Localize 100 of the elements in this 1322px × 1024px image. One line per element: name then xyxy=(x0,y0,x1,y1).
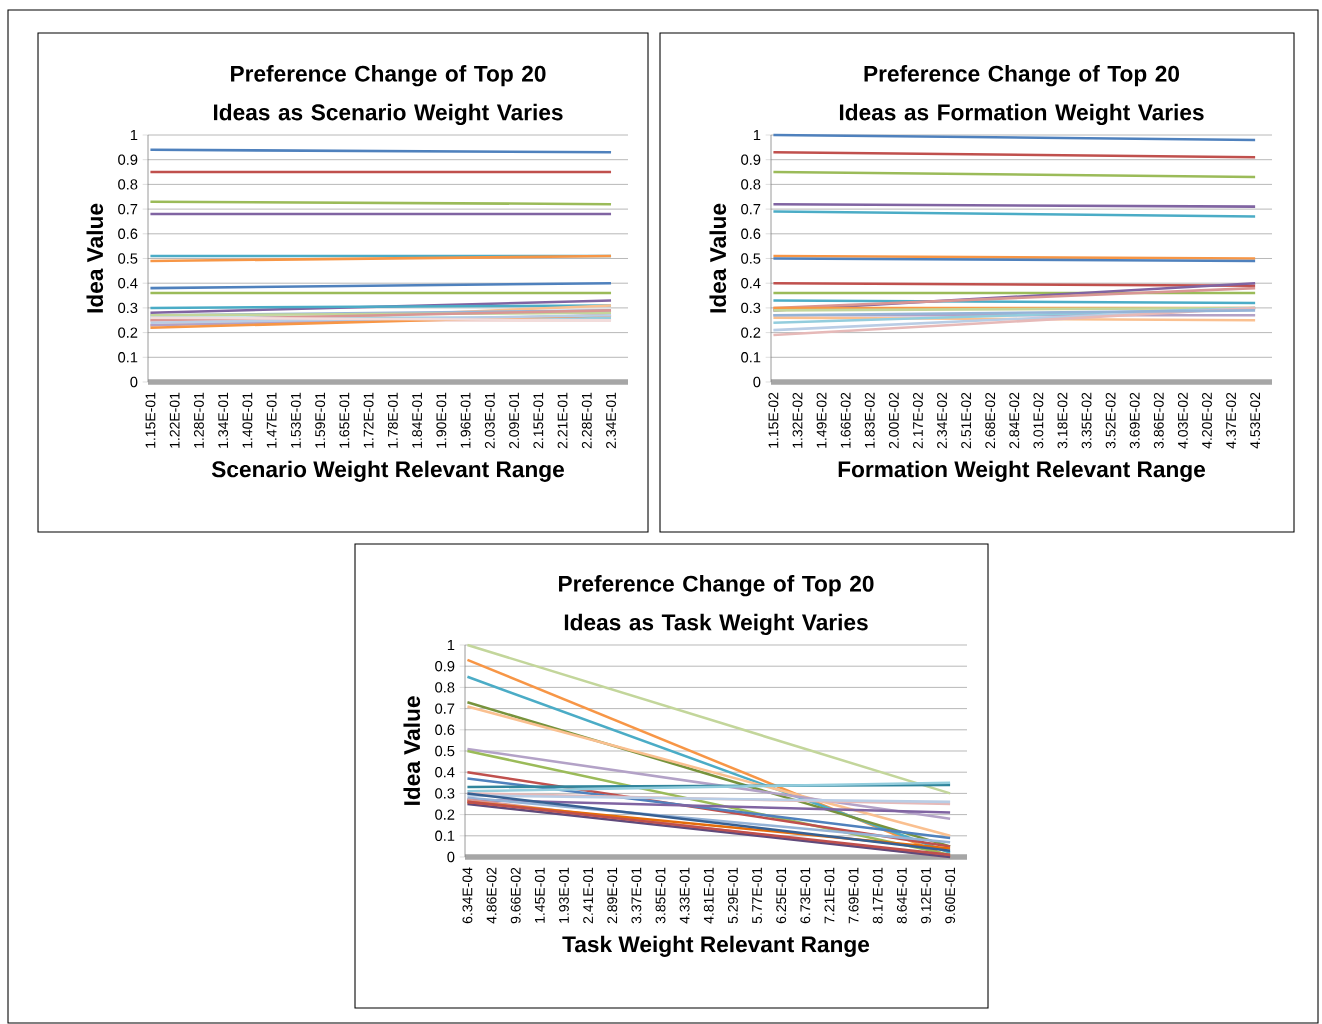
x-tick-label: 1.84E-01 xyxy=(412,392,423,448)
x-tick-label: 4.33E-01 xyxy=(679,867,690,924)
y-tick-label: 0.6 xyxy=(741,228,761,239)
y-tick-label: 0.5 xyxy=(741,253,761,264)
x-tick-label: 8.17E-01 xyxy=(872,867,883,924)
y-tick-label: 0.9 xyxy=(741,154,761,165)
y-tick-label: 0.8 xyxy=(741,179,761,190)
x-tick-label: 1.47E-01 xyxy=(266,392,277,448)
y-tick-label: 0.3 xyxy=(435,788,455,799)
y-tick-label: 0.1 xyxy=(118,352,138,363)
x-tick-label: 4.37E-02 xyxy=(1226,392,1237,449)
x-tick-label: 1.72E-01 xyxy=(363,392,374,448)
x-tick-label: 4.81E-01 xyxy=(703,867,714,924)
x-tick-label: 3.18E-02 xyxy=(1057,392,1068,449)
chart-title: Preference Change of Top 20 Ideas as Formation Weight Varies xyxy=(839,65,1204,125)
x-tick-label: 9.66E-02 xyxy=(510,867,521,924)
y-tick-label: 0.3 xyxy=(118,302,138,314)
x-tick-label: 2.15E-01 xyxy=(533,392,544,449)
x-axis-title: Scenario Weight Relevant Range xyxy=(211,460,564,482)
y-tick-label: 0.9 xyxy=(118,154,138,165)
x-axis-title: Task Weight Relevant Range xyxy=(562,935,870,957)
x-tick-label: 3.37E-01 xyxy=(631,867,642,924)
x-tick-label: 1.83E-02 xyxy=(864,392,875,448)
y-tick-label: 0 xyxy=(753,376,761,388)
y-tick-label: 0.2 xyxy=(435,809,455,820)
y-tick-label: 0.7 xyxy=(435,703,455,714)
y-tick-label: 0.4 xyxy=(741,278,761,289)
x-tick-label: 3.35E-02 xyxy=(1081,392,1092,449)
x-tick-label: 6.25E-01 xyxy=(776,867,787,924)
y-tick-label: 1 xyxy=(447,639,455,651)
x-tick-label: 2.34E-01 xyxy=(606,392,616,449)
x-tick-label: 2.03E-01 xyxy=(484,392,495,449)
x-tick-label: 2.84E-02 xyxy=(1009,392,1020,449)
y-tick-label: 0.8 xyxy=(118,179,138,190)
x-tick-label: 1.45E-01 xyxy=(534,867,545,923)
x-tick-label: 1.65E-01 xyxy=(339,392,350,448)
x-tick-label: 9.12E-01 xyxy=(921,867,931,924)
x-tick-label: 2.09E-01 xyxy=(509,392,520,449)
y-tick-label: 1 xyxy=(130,129,138,141)
x-tick-label: 3.85E-01 xyxy=(655,867,666,924)
y-tick-label: 0 xyxy=(130,376,138,388)
x-tick-label: 3.69E-02 xyxy=(1129,392,1140,449)
x-tick-label: 8.64E-01 xyxy=(896,867,907,924)
x-tick-label: 1.34E-01 xyxy=(218,392,229,448)
x-tick-label: 5.29E-01 xyxy=(727,867,738,924)
x-tick-label: 4.20E-02 xyxy=(1202,392,1212,449)
y-tick-label: 1 xyxy=(753,129,761,141)
x-tick-label: 2.68E-02 xyxy=(985,392,996,449)
y-tick-label: 0.5 xyxy=(118,253,138,264)
y-axis-title: Idea Value xyxy=(709,203,727,313)
y-tick-label: 0.1 xyxy=(741,352,761,363)
x-tick-label: 7.21E-01 xyxy=(824,867,835,924)
x-tick-label: 2.51E-02 xyxy=(961,392,972,449)
x-tick-label: 1.93E-01 xyxy=(559,867,569,923)
x-tick-label: 1.66E-02 xyxy=(840,392,851,448)
x-tick-label: 4.03E-02 xyxy=(1177,392,1188,449)
x-tick-label: 2.00E-02 xyxy=(888,392,899,449)
x-axis-title: Formation Weight Relevant Range xyxy=(838,460,1206,482)
y-tick-label: 0.3 xyxy=(741,302,761,314)
x-tick-label: 9.60E-01 xyxy=(945,867,956,924)
y-tick-label: 0.4 xyxy=(118,278,138,289)
y-axis-title: Idea Value xyxy=(403,696,421,805)
y-tick-label: 0.4 xyxy=(435,767,455,778)
x-tick-label: 3.52E-02 xyxy=(1105,392,1116,449)
y-tick-label: 0.2 xyxy=(118,327,138,338)
chart-title: Preference Change of Top 20 Ideas as Scenario Weight Varies xyxy=(213,65,563,125)
x-tick-label: 3.86E-02 xyxy=(1153,392,1164,449)
y-tick-label: 0.8 xyxy=(435,682,455,693)
y-tick-label: 0.2 xyxy=(741,327,761,338)
y-tick-label: 0 xyxy=(447,851,455,863)
y-tick-label: 0.6 xyxy=(118,228,138,239)
y-tick-label: 0.7 xyxy=(118,203,138,215)
x-tick-label: 1.32E-02 xyxy=(792,392,803,448)
x-tick-label: 2.89E-01 xyxy=(607,867,618,924)
x-tick-label: 5.77E-01 xyxy=(752,867,762,924)
x-tick-label: 6.34E-04 xyxy=(462,867,473,924)
x-tick-label: 1.59E-01 xyxy=(315,392,326,448)
x-tick-label: 7.69E-01 xyxy=(848,867,859,924)
x-tick-label: 1.22E-01 xyxy=(169,392,180,448)
x-tick-label: 2.34E-02 xyxy=(937,392,947,449)
y-tick-label: 0.5 xyxy=(435,745,455,757)
x-tick-label: 1.78E-01 xyxy=(387,392,398,448)
x-tick-label: 4.53E-02 xyxy=(1250,392,1261,449)
x-tick-label: 1.53E-01 xyxy=(290,392,301,448)
x-tick-label: 1.40E-01 xyxy=(242,392,253,448)
x-tick-label: 4.86E-02 xyxy=(486,867,497,924)
x-tick-label: 1.49E-02 xyxy=(816,392,827,448)
x-tick-label: 2.21E-01 xyxy=(557,392,568,449)
x-tick-label: 1.96E-01 xyxy=(460,392,471,448)
x-tick-label: 2.28E-01 xyxy=(581,392,592,449)
x-tick-label: 2.17E-02 xyxy=(912,392,923,449)
y-tick-label: 0.7 xyxy=(741,203,761,215)
x-tick-label: 1.15E-01 xyxy=(145,392,156,448)
x-tick-label: 6.73E-01 xyxy=(800,867,811,924)
chart-title: Preference Change of Top 20 Ideas as Task Weight Varies xyxy=(559,575,874,635)
y-axis-title: Idea Value xyxy=(86,203,104,313)
x-tick-label: 1.15E-02 xyxy=(768,392,779,448)
x-tick-label: 1.90E-01 xyxy=(436,392,447,448)
x-tick-label: 3.01E-02 xyxy=(1033,392,1044,449)
y-tick-label: 0.1 xyxy=(435,830,455,841)
